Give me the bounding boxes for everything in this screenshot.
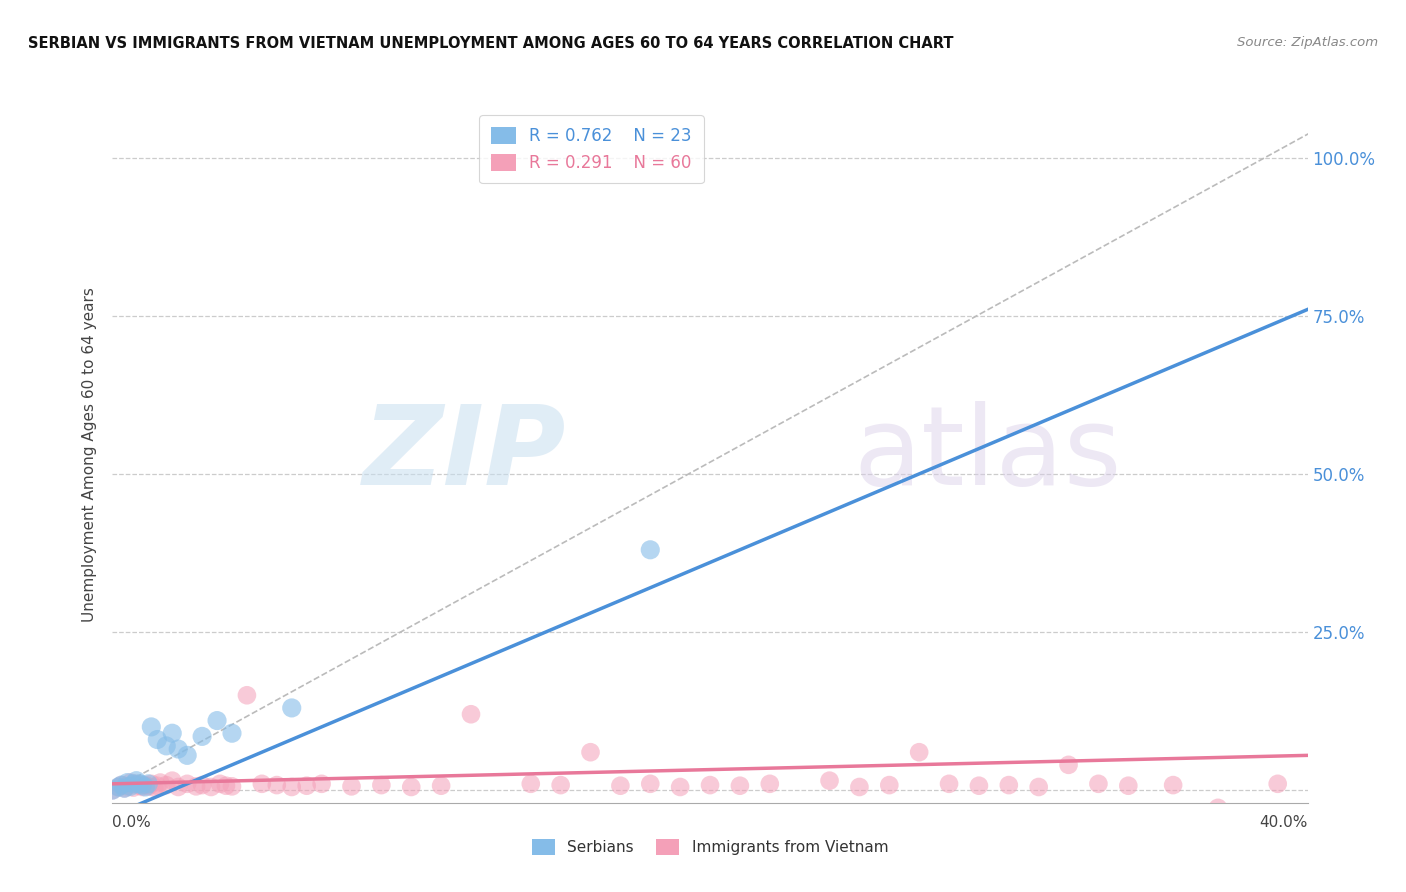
Point (107, 780, 129, 794)
Point (236, 688, 259, 702)
Point (128, 779, 150, 793)
Point (609, 779, 631, 793)
Point (110, 778, 132, 792)
Point (186, 780, 208, 794)
Point (1161, 778, 1184, 792)
Point (250, 777, 273, 791)
Point (167, 742, 190, 756)
Point (101, 783, 124, 797)
Point (117, 780, 139, 794)
Point (167, 780, 190, 794)
Point (128, 777, 150, 791)
Text: SERBIAN VS IMMIGRANTS FROM VIETNAM UNEMPLOYMENT AMONG AGES 60 TO 64 YEARS CORREL: SERBIAN VS IMMIGRANTS FROM VIETNAM UNEMP… (28, 36, 953, 51)
Point (120, 780, 142, 794)
Legend: Serbians, Immigrants from Vietnam: Serbians, Immigrants from Vietnam (526, 833, 894, 862)
Point (114, 781, 135, 796)
Point (908, 745, 931, 759)
Point (114, 781, 135, 796)
Text: ZIP: ZIP (363, 401, 567, 508)
Text: 0.0%: 0.0% (112, 815, 152, 830)
Point (107, 780, 129, 794)
Point (125, 773, 148, 788)
Point (141, 720, 163, 734)
Point (205, 714, 228, 728)
Point (176, 777, 198, 791)
Point (122, 777, 145, 791)
Text: Source: ZipAtlas.com: Source: ZipAtlas.com (1237, 36, 1378, 49)
Point (176, 748, 198, 763)
Point (1206, 801, 1229, 815)
Point (120, 775, 142, 789)
Point (938, 777, 960, 791)
Point (460, 707, 482, 722)
Point (340, 780, 363, 794)
Point (215, 779, 238, 793)
Point (879, 778, 901, 792)
Point (191, 730, 214, 744)
Point (281, 701, 304, 715)
Point (370, 778, 392, 792)
Point (759, 777, 782, 791)
Point (146, 732, 169, 747)
Point (281, 780, 304, 794)
Point (221, 726, 243, 740)
Point (131, 780, 153, 794)
Point (162, 773, 183, 788)
Point (134, 778, 156, 792)
Point (295, 779, 318, 793)
Point (550, 778, 572, 792)
Point (134, 780, 156, 794)
Point (221, 780, 243, 794)
Point (191, 778, 214, 792)
Point (162, 726, 183, 740)
Point (200, 780, 222, 794)
Point (640, 542, 662, 557)
Point (122, 780, 145, 795)
Point (101, 783, 124, 797)
Point (430, 779, 453, 793)
Point (155, 778, 177, 792)
Point (699, 778, 721, 792)
Y-axis label: Unemployment Among Ages 60 to 64 years: Unemployment Among Ages 60 to 64 years (82, 287, 97, 623)
Point (1057, 757, 1080, 772)
Point (131, 778, 153, 792)
Point (1028, 780, 1050, 794)
Text: 40.0%: 40.0% (1260, 815, 1308, 830)
Point (818, 773, 841, 788)
Point (967, 779, 990, 793)
Point (998, 778, 1021, 792)
Point (520, 777, 543, 791)
Point (146, 779, 169, 793)
Point (138, 777, 160, 791)
Point (1087, 777, 1109, 791)
Point (401, 780, 423, 794)
Point (669, 780, 692, 794)
Point (125, 777, 148, 791)
Text: atlas: atlas (853, 401, 1122, 508)
Point (110, 778, 132, 792)
Point (848, 780, 870, 794)
Point (1267, 777, 1289, 791)
Point (579, 745, 602, 759)
Point (138, 780, 160, 794)
Point (640, 777, 662, 791)
Point (209, 777, 232, 791)
Point (311, 777, 333, 791)
Point (728, 779, 751, 793)
Point (155, 739, 177, 753)
Point (141, 777, 163, 791)
Point (1118, 779, 1140, 793)
Point (117, 775, 139, 789)
Point (143, 780, 166, 795)
Point (149, 775, 172, 789)
Point (266, 778, 288, 792)
